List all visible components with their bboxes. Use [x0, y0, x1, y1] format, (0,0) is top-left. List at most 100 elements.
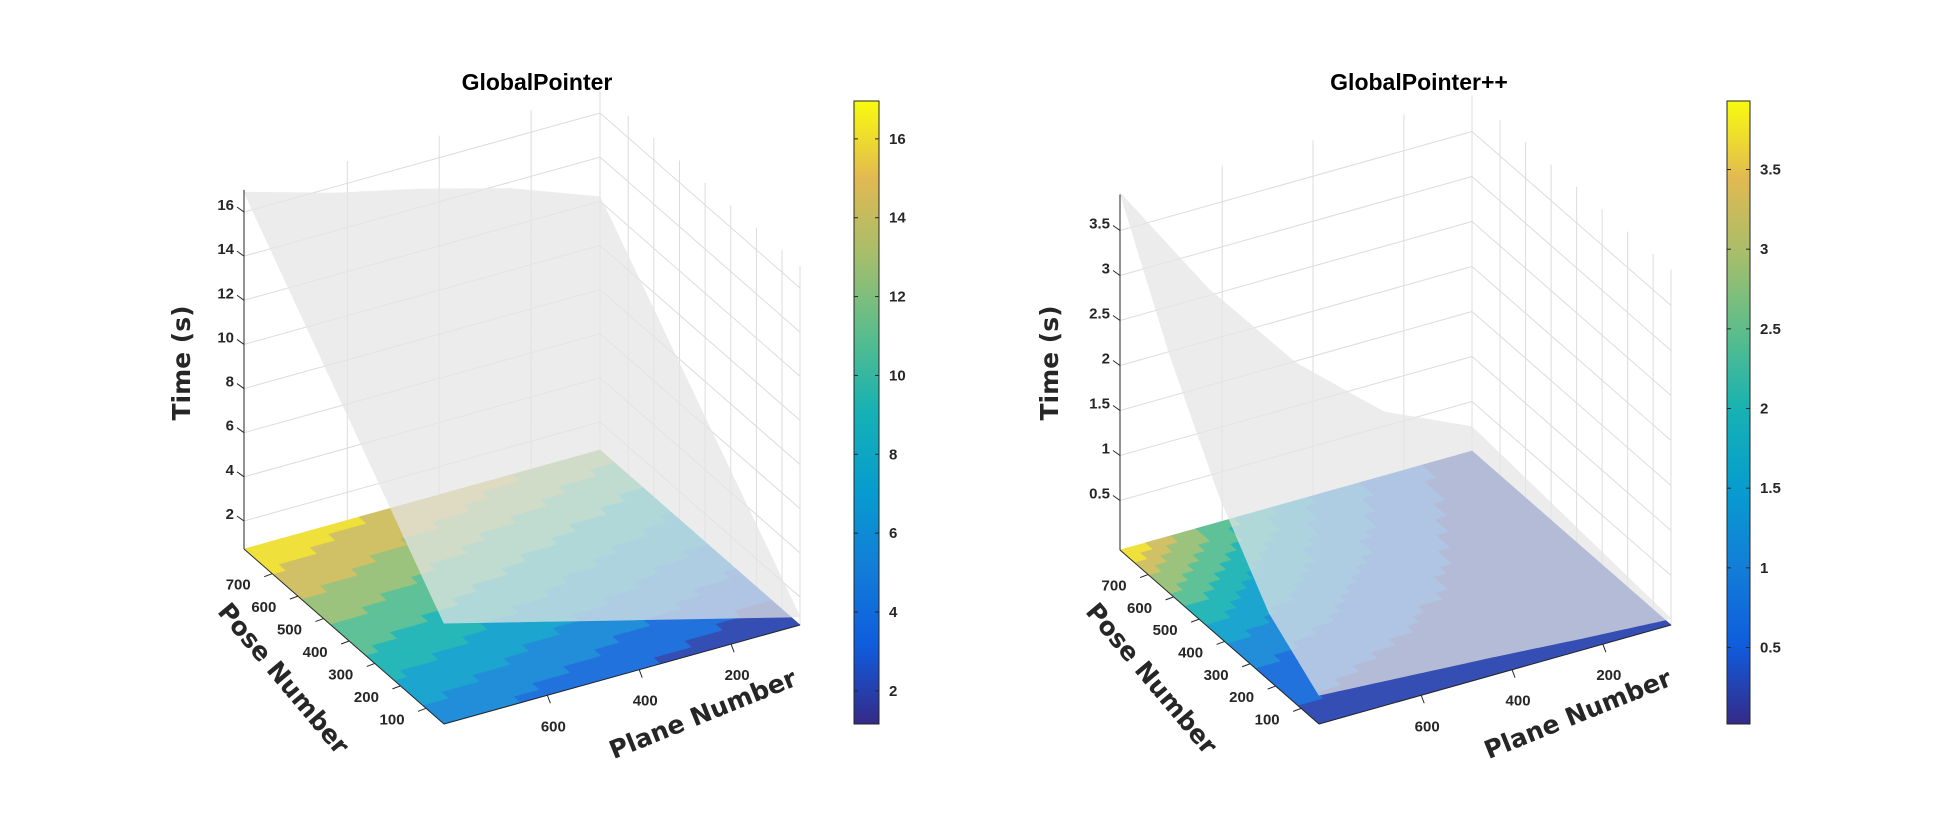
colorbar	[1726, 100, 1751, 725]
plot-title: GlobalPointer++	[1330, 69, 1508, 95]
z-tick	[236, 427, 245, 434]
y-tick	[1190, 618, 1200, 623]
colorbar-tick-label: 2.5	[1760, 321, 1781, 338]
plot-title: GlobalPointer	[462, 69, 613, 95]
surface-cell	[1119, 192, 1144, 235]
z-tick	[1112, 315, 1121, 321]
y-tick-label: 500	[1153, 622, 1178, 639]
z-gridline	[1471, 311, 1672, 486]
z-tick	[1112, 225, 1121, 231]
colorbar-tick-label: 0.5	[1760, 640, 1781, 657]
y-tick-label: 400	[1178, 644, 1203, 661]
y-tick	[1165, 596, 1174, 601]
y-tick-label: 100	[380, 711, 405, 728]
z-gridline	[1471, 221, 1672, 396]
z-tick-label: 2	[226, 506, 234, 523]
z-axis-label: Time (s)	[167, 305, 196, 420]
y-tick	[1267, 685, 1276, 690]
y-tick	[1292, 707, 1302, 712]
y-tick	[1241, 663, 1251, 668]
y-tick-label: 300	[1204, 667, 1229, 684]
y-tick-label: 200	[1229, 689, 1254, 706]
y-axis	[1119, 549, 1320, 725]
x-tick-label: 600	[541, 718, 566, 735]
y-tick-label: 700	[1102, 578, 1127, 595]
z-tick	[236, 294, 245, 301]
colorbar-tick-label: 8	[889, 446, 897, 463]
z-gridline	[599, 112, 801, 289]
colorbar-tick-label: 3.5	[1760, 162, 1781, 179]
x-tick	[1511, 669, 1516, 678]
z-tick-label: 2.5	[1089, 306, 1110, 323]
z-tick-label: 12	[217, 285, 234, 302]
z-tick-label: 4	[226, 462, 235, 479]
x-tick	[638, 669, 643, 678]
y-tick-label: 200	[354, 689, 379, 706]
y-tick	[264, 573, 273, 578]
z-tick	[1112, 270, 1121, 276]
y-tick-label: 400	[303, 644, 328, 661]
z-tick-label: 16	[217, 197, 234, 214]
x-tick	[546, 695, 551, 704]
colorbar-tick-label: 12	[889, 289, 906, 306]
x-tick	[730, 643, 735, 653]
x-axis	[443, 624, 801, 725]
z-tick	[236, 339, 245, 345]
y-tick-label: 600	[1127, 600, 1152, 617]
y-tick	[1216, 640, 1225, 645]
x-axis-label: Plane Number	[1480, 663, 1676, 765]
z-axis-label: Time (s)	[1035, 305, 1064, 420]
z-tick	[236, 515, 245, 522]
colorbar-tick-label: 4	[889, 604, 898, 621]
time-surface	[243, 188, 801, 624]
y-tick-label: 700	[226, 577, 251, 594]
x-tick-label: 400	[633, 693, 658, 710]
y-tick	[392, 685, 401, 690]
colorbar-tick-label: 3	[1760, 241, 1768, 258]
z-gridline	[599, 200, 801, 377]
y-tick	[1139, 574, 1149, 579]
z-gridline	[1471, 356, 1672, 531]
z-tick-label: 14	[217, 241, 234, 258]
colorbar	[853, 100, 880, 725]
colorbar-tick-label: 2	[1760, 401, 1768, 418]
x-tick-label: 600	[1415, 718, 1440, 735]
z-tick	[236, 471, 245, 478]
z-tick-label: 1.5	[1089, 396, 1110, 413]
y-tick-label: 100	[1255, 711, 1280, 728]
z-tick	[1112, 360, 1121, 366]
colorbar-tick-label: 14	[889, 210, 906, 227]
x-axis-label: Plane Number	[605, 663, 801, 765]
x-tick-label: 200	[1596, 667, 1621, 684]
z-tick-label: 3	[1102, 261, 1110, 278]
y-axis	[243, 548, 445, 725]
y-tick	[340, 640, 350, 645]
z-tick-label: 3.5	[1089, 216, 1110, 233]
y-tick-label: 300	[328, 666, 353, 683]
x-tick	[1602, 643, 1607, 653]
time-surface	[1119, 192, 1672, 696]
z-gridline	[1471, 266, 1672, 441]
z-gridline	[1471, 176, 1672, 351]
x-axis	[1318, 624, 1672, 725]
y-tick	[289, 595, 299, 600]
colorbar-tick-label: 2	[889, 683, 897, 700]
z-tick-label: 1	[1102, 441, 1110, 458]
colorbar-tick-label: 10	[889, 367, 906, 384]
globalpointer-plus-plus-surface-plot: 0.511.522.533.51002003004005006007002004…	[1035, 69, 1781, 765]
y-tick	[315, 618, 324, 623]
globalpointer-surface-plot: 2468101214161002003004005006007002004006…	[167, 69, 906, 765]
x-tick	[1420, 695, 1425, 704]
z-tick	[236, 250, 245, 257]
z-tick-label: 2	[1102, 351, 1110, 368]
z-gridline	[1471, 401, 1672, 576]
z-gridline	[1471, 131, 1672, 306]
y-tick-label: 500	[277, 622, 302, 639]
z-tick-label: 6	[226, 418, 234, 435]
z-tick-label: 10	[217, 329, 234, 346]
x-tick-label: 200	[725, 667, 750, 684]
z-gridline	[1119, 311, 1473, 411]
z-gridline	[599, 156, 801, 333]
z-tick	[1112, 405, 1121, 411]
